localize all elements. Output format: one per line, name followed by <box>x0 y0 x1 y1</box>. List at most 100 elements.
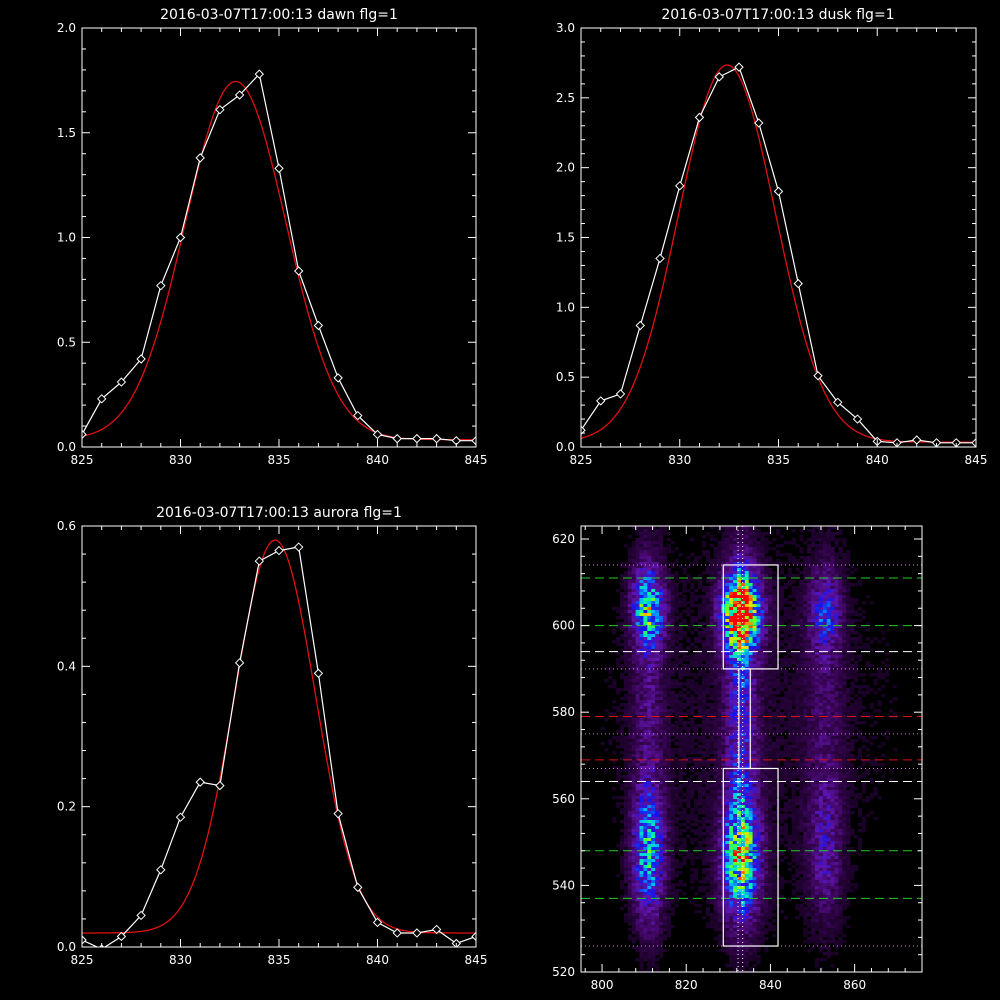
heatmap-cell <box>830 640 835 644</box>
heatmap-cell <box>620 622 625 626</box>
heatmap-cell <box>877 676 882 680</box>
heatmap-cell <box>815 721 820 725</box>
heatmap-cell <box>815 769 820 773</box>
heatmap-cell <box>631 733 636 737</box>
heatmap-cell <box>811 703 816 707</box>
heatmap-cell <box>803 583 808 587</box>
heatmap-cell <box>776 673 781 677</box>
heatmap-cell <box>709 751 714 755</box>
data-point <box>353 882 363 893</box>
heatmap-cell <box>635 646 640 650</box>
heatmap-cell <box>659 607 664 611</box>
heatmap-cell <box>729 676 734 680</box>
heatmap-cell <box>651 694 656 698</box>
heatmap-cell <box>713 631 718 635</box>
heatmap-cell <box>670 616 675 620</box>
heatmap-cell <box>701 649 707 653</box>
heatmap-cell <box>795 634 800 638</box>
heatmap-cell <box>811 529 816 533</box>
heatmap-cell <box>783 751 788 755</box>
heatmap-cell <box>850 766 855 770</box>
heatmap-cell <box>744 649 749 653</box>
heatmap-cell <box>772 694 777 698</box>
heatmap-cell <box>854 721 859 725</box>
heatmap-cell <box>744 592 749 596</box>
heatmap-cell <box>826 547 831 551</box>
heatmap-cell <box>678 661 683 665</box>
heatmap-cell <box>838 622 843 626</box>
heatmap-cell <box>846 583 851 587</box>
heatmap-cell <box>740 748 746 752</box>
heatmap-cell <box>772 571 777 575</box>
heatmap-cell <box>834 703 839 707</box>
heatmap-cell <box>854 631 859 635</box>
heatmap-cell <box>791 541 796 545</box>
heatmap-cell <box>846 595 851 599</box>
heatmap-cell <box>721 535 726 539</box>
heatmap-cell <box>737 775 742 779</box>
heatmap-cell <box>760 586 765 590</box>
heatmap-cell <box>807 721 812 725</box>
heatmap-cell <box>616 658 621 662</box>
heatmap-cell <box>822 688 827 692</box>
heatmap-cell <box>666 709 671 713</box>
heatmap-cell <box>807 556 812 560</box>
heatmap-cell <box>752 652 757 656</box>
heatmap-cell <box>842 631 847 635</box>
heatmap-cell <box>737 640 742 644</box>
heatmap-cell <box>647 598 652 602</box>
heatmap-cell <box>620 595 625 599</box>
heatmap-cell <box>842 772 847 776</box>
heatmap-cell <box>826 595 831 599</box>
heatmap-cell <box>748 532 753 536</box>
heatmap-cell <box>608 742 613 746</box>
heatmap-cell <box>811 766 816 770</box>
heatmap-cell <box>643 655 648 659</box>
heatmap-cell <box>885 670 890 674</box>
heatmap-cell <box>799 739 804 743</box>
heatmap-cell <box>811 592 816 596</box>
heatmap-cell <box>737 769 742 773</box>
heatmap-cell <box>627 547 632 551</box>
heatmap-cell <box>861 745 866 749</box>
heatmap-cell <box>756 721 761 725</box>
heatmap-cell <box>815 580 820 584</box>
heatmap-cell <box>779 595 785 599</box>
heatmap-cell <box>772 634 777 638</box>
heatmap-cell <box>818 574 824 578</box>
heatmap-cell <box>623 724 629 728</box>
heatmap-cell <box>842 574 847 578</box>
heatmap-cell <box>701 550 707 554</box>
heatmap-cell <box>748 568 753 572</box>
heatmap-cell <box>752 583 757 587</box>
heatmap-cell <box>772 706 777 710</box>
heatmap-cell <box>678 691 683 695</box>
heatmap-cell <box>834 544 839 548</box>
heatmap-cell <box>670 703 675 707</box>
heatmap-cell <box>818 538 824 542</box>
heatmap-cell <box>838 604 843 608</box>
heatmap-cell <box>842 700 847 704</box>
heatmap-cell <box>772 730 777 734</box>
heatmap-cell <box>729 709 734 713</box>
heatmap-cell <box>752 535 757 539</box>
heatmap-cell <box>776 745 781 749</box>
heatmap-cell <box>627 625 632 629</box>
heatmap-cell <box>666 616 671 620</box>
heatmap-cell <box>651 610 656 614</box>
heatmap-cell <box>647 613 652 617</box>
heatmap-cell <box>701 778 707 782</box>
heatmap-cell <box>752 634 757 638</box>
heatmap-cell <box>834 577 839 581</box>
heatmap-cell <box>709 559 714 563</box>
heatmap-cell <box>752 691 757 695</box>
heatmap-cell <box>795 736 800 740</box>
heatmap-cell <box>779 664 785 668</box>
heatmap-cell <box>744 730 749 734</box>
heatmap-cell <box>733 709 738 713</box>
heatmap-cell <box>717 718 722 722</box>
heatmap-cell <box>647 634 652 638</box>
heatmap-cell <box>740 775 746 779</box>
heatmap-cell <box>760 706 765 710</box>
heatmap-cell <box>756 655 761 659</box>
